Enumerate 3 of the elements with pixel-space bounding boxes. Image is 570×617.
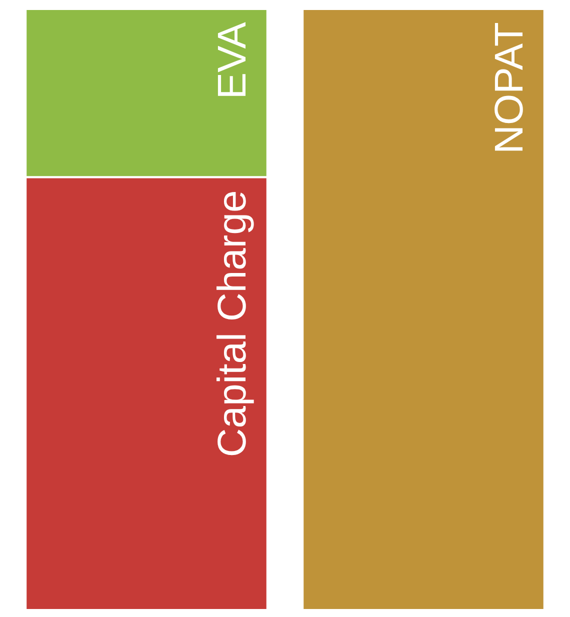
series-label: Capital Charge bbox=[210, 190, 254, 458]
series-label: EVA bbox=[210, 22, 254, 100]
series-label: NOPAT bbox=[487, 22, 532, 154]
